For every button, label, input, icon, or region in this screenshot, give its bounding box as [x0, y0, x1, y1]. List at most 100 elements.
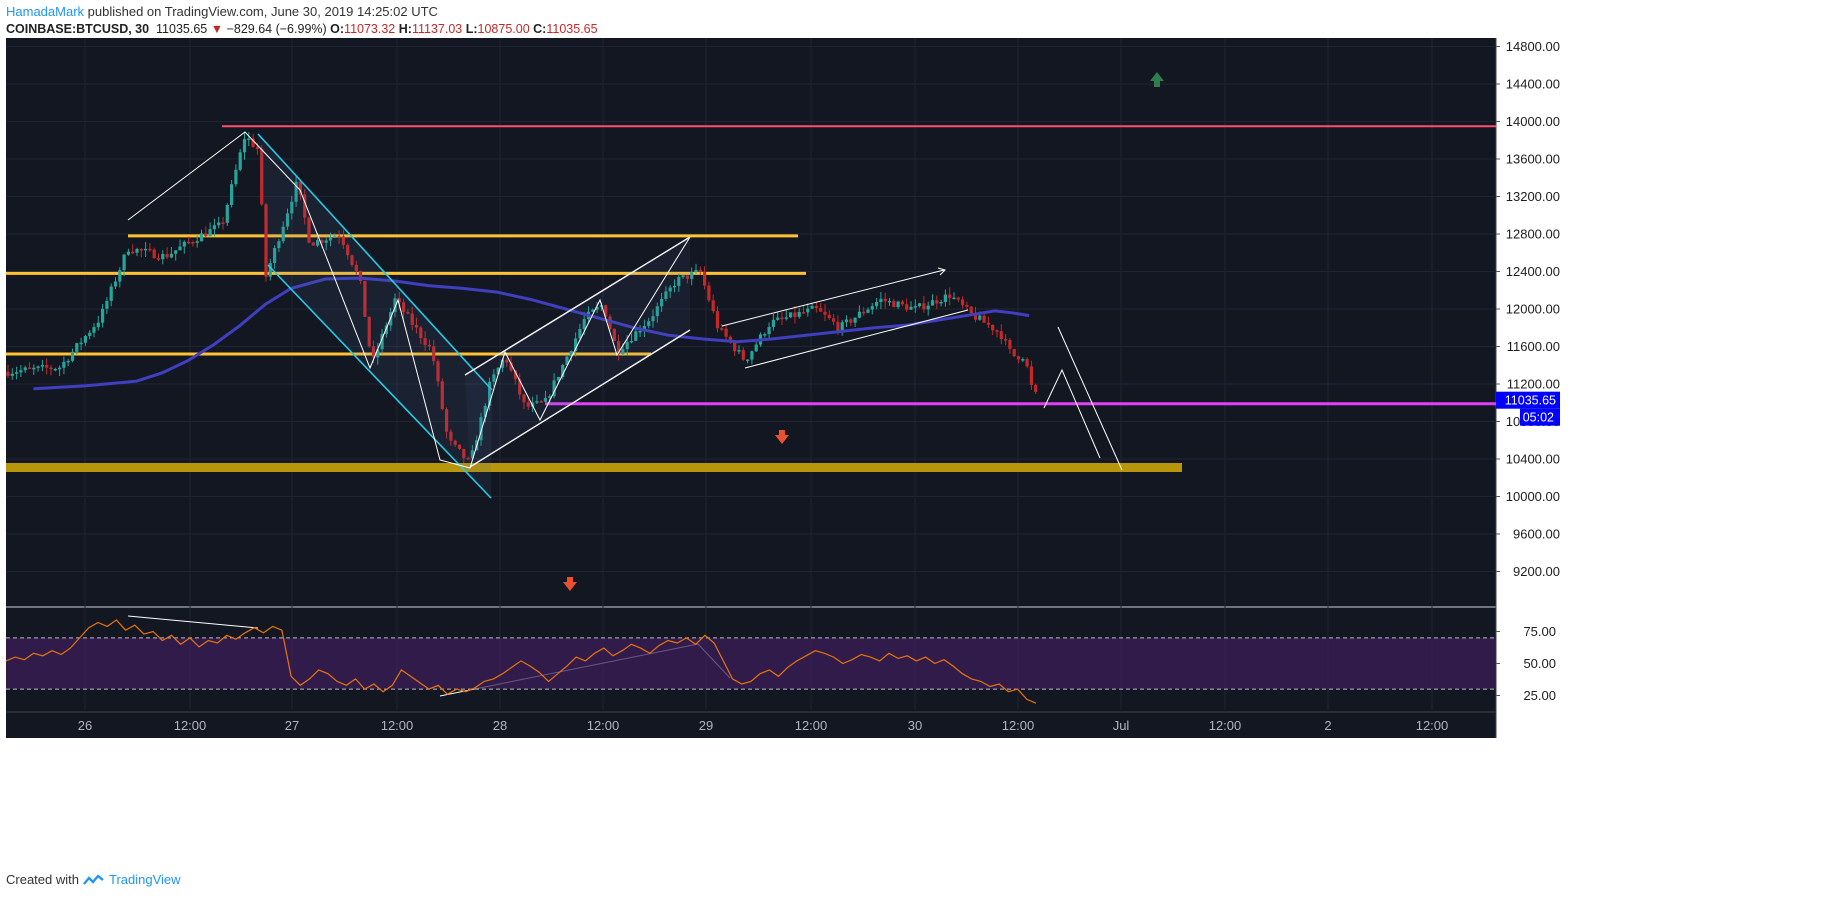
- candle-body: [737, 350, 741, 352]
- candle: [225, 203, 229, 226]
- candle: [1029, 360, 1033, 390]
- candle: [913, 299, 917, 313]
- candle: [423, 331, 427, 351]
- candle-body: [930, 300, 935, 306]
- time-tick-label: 29: [699, 718, 713, 733]
- candle: [204, 226, 208, 238]
- candle: [109, 283, 113, 307]
- candle: [294, 174, 298, 207]
- candle-body: [995, 330, 999, 332]
- candle-body: [58, 367, 62, 370]
- candle: [634, 328, 638, 342]
- projection-long-line: [1057, 326, 1123, 471]
- candle: [479, 412, 483, 446]
- candle-body: [285, 213, 290, 227]
- candle-body: [1021, 359, 1025, 361]
- candle: [655, 302, 659, 323]
- candle: [857, 305, 861, 319]
- candle: [234, 164, 238, 187]
- candle: [853, 317, 857, 327]
- candle: [926, 301, 930, 316]
- candle: [182, 240, 186, 254]
- candle-body: [655, 306, 659, 317]
- candle: [776, 312, 780, 321]
- candle-body: [780, 317, 784, 320]
- candle-body: [844, 319, 849, 323]
- candle: [230, 179, 234, 208]
- candle-body: [982, 315, 986, 323]
- candle-body: [440, 381, 444, 410]
- candle: [711, 294, 715, 314]
- candle: [40, 359, 44, 372]
- symbol-label: COINBASE:BTCUSD, 30: [6, 22, 150, 36]
- current-price-tag: [1496, 391, 1560, 409]
- candle-body: [690, 272, 694, 279]
- candle-body: [991, 324, 995, 331]
- price-tick-label: 14800.00: [1506, 39, 1560, 54]
- price-tick-label: 12800.00: [1506, 227, 1560, 242]
- candle-body: [298, 181, 302, 195]
- candle: [565, 354, 569, 366]
- candle-body: [139, 248, 143, 251]
- candle-body: [819, 308, 823, 312]
- candle-body: [634, 331, 638, 341]
- candle-body: [685, 275, 689, 279]
- time-tick-label: 2: [1324, 718, 1331, 733]
- candle-body: [492, 374, 496, 382]
- candle-body: [19, 370, 23, 373]
- candle-body: [113, 281, 118, 287]
- tradingview-brand-link[interactable]: TradingView: [108, 872, 181, 887]
- candle: [285, 208, 290, 230]
- candle: [10, 368, 14, 380]
- candle: [591, 308, 595, 313]
- candle: [681, 275, 685, 279]
- candle-body: [909, 306, 913, 310]
- high-label: H:: [398, 22, 412, 36]
- time-axis-background: [6, 712, 1496, 738]
- time-tick-label: 30: [908, 718, 922, 733]
- time-tick-label: Jul: [1113, 718, 1130, 733]
- candle-body: [672, 285, 677, 288]
- candle-body: [449, 431, 453, 441]
- candle-body: [629, 340, 634, 343]
- candle-body: [45, 365, 49, 368]
- author-link[interactable]: HamadaMark: [6, 4, 85, 19]
- candle-body: [896, 301, 900, 308]
- chart-background: [6, 38, 1496, 738]
- candle: [767, 322, 771, 339]
- candle: [466, 456, 470, 460]
- up-arrow-icon: [1150, 72, 1164, 87]
- candle: [595, 302, 599, 313]
- candle: [746, 359, 750, 364]
- open-label: O:: [330, 22, 345, 36]
- candle: [784, 310, 788, 321]
- candle-body: [698, 269, 702, 272]
- zigzag-path: [127, 131, 691, 469]
- candle-body: [952, 297, 956, 300]
- price-axis: 14800.00 14400.00 14000.00 13600.00 13200.00…: [1496, 39, 1560, 703]
- candle: [457, 444, 462, 450]
- rsi-pane: [5, 619, 1496, 704]
- channel-fill: [258, 134, 492, 498]
- candle: [101, 304, 105, 328]
- candle: [703, 266, 707, 290]
- candle-body: [733, 342, 737, 352]
- candle-body: [109, 286, 113, 301]
- candle-body: [651, 316, 655, 322]
- candle: [324, 237, 328, 251]
- candle-body: [496, 367, 500, 375]
- candle-body: [561, 364, 565, 378]
- close-label: C:: [533, 22, 547, 36]
- candle-body: [617, 340, 621, 354]
- candle: [328, 232, 333, 247]
- candle: [617, 334, 621, 361]
- candle: [402, 298, 406, 320]
- candle-body: [965, 305, 969, 307]
- candle-body: [470, 450, 474, 459]
- candle-body: [101, 308, 105, 323]
- candle-body: [187, 241, 191, 244]
- candle-body: [445, 409, 449, 432]
- candle: [939, 299, 943, 307]
- candle-body: [346, 244, 350, 256]
